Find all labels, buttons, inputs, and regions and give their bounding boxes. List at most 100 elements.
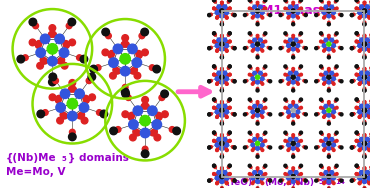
Circle shape (226, 8, 229, 10)
Circle shape (358, 108, 360, 110)
Circle shape (210, 80, 212, 82)
Circle shape (217, 38, 221, 42)
Circle shape (253, 38, 257, 42)
Circle shape (330, 171, 334, 174)
Circle shape (324, 171, 328, 174)
Circle shape (357, 100, 359, 102)
Circle shape (291, 75, 295, 79)
Circle shape (256, 113, 259, 117)
Circle shape (285, 34, 288, 36)
Circle shape (243, 146, 246, 149)
Circle shape (226, 174, 229, 176)
Circle shape (226, 16, 228, 19)
Circle shape (292, 4, 294, 6)
Circle shape (228, 65, 231, 68)
Circle shape (296, 47, 298, 50)
Circle shape (296, 110, 300, 114)
Circle shape (360, 5, 364, 9)
Circle shape (232, 179, 234, 181)
Circle shape (210, 113, 212, 115)
Circle shape (328, 54, 330, 57)
Circle shape (251, 108, 253, 110)
Circle shape (215, 141, 217, 143)
Circle shape (279, 80, 282, 83)
Circle shape (248, 173, 251, 175)
Circle shape (109, 72, 116, 79)
Circle shape (227, 67, 230, 69)
Circle shape (217, 138, 221, 141)
Circle shape (251, 107, 253, 109)
Circle shape (226, 149, 228, 151)
Circle shape (220, 113, 224, 117)
Circle shape (262, 141, 264, 143)
Circle shape (315, 113, 318, 116)
Circle shape (256, 122, 259, 125)
Circle shape (122, 90, 129, 98)
Circle shape (250, 133, 252, 135)
Circle shape (298, 75, 300, 77)
Circle shape (215, 143, 219, 147)
Circle shape (148, 106, 157, 115)
Circle shape (362, 141, 367, 146)
Circle shape (257, 37, 259, 40)
Circle shape (299, 67, 301, 69)
Circle shape (220, 23, 223, 26)
Circle shape (327, 89, 330, 92)
Circle shape (352, 179, 355, 181)
Circle shape (256, 141, 260, 146)
Circle shape (340, 47, 343, 50)
Circle shape (141, 150, 149, 158)
Circle shape (263, 67, 265, 69)
Circle shape (227, 67, 230, 69)
Circle shape (218, 48, 220, 50)
Circle shape (352, 13, 355, 16)
Circle shape (322, 75, 324, 77)
Circle shape (322, 108, 324, 110)
Circle shape (226, 108, 229, 110)
Circle shape (358, 11, 362, 14)
Circle shape (253, 180, 255, 182)
Circle shape (251, 11, 255, 14)
Circle shape (215, 108, 217, 110)
Circle shape (220, 122, 223, 125)
Circle shape (233, 146, 236, 149)
Circle shape (220, 170, 223, 172)
Circle shape (322, 143, 326, 147)
Circle shape (220, 14, 224, 18)
Circle shape (286, 108, 289, 110)
Circle shape (55, 34, 64, 44)
Circle shape (259, 15, 262, 17)
Circle shape (228, 0, 231, 2)
Circle shape (363, 121, 366, 123)
Circle shape (262, 74, 264, 76)
Circle shape (251, 182, 254, 185)
Circle shape (365, 104, 369, 108)
Circle shape (352, 179, 355, 181)
Circle shape (334, 166, 336, 168)
Circle shape (319, 164, 322, 167)
Circle shape (256, 1, 259, 4)
Circle shape (227, 166, 230, 168)
Circle shape (224, 15, 226, 17)
Circle shape (355, 106, 358, 109)
Circle shape (220, 180, 224, 183)
Circle shape (216, 83, 218, 85)
Circle shape (256, 89, 259, 92)
Circle shape (79, 103, 89, 112)
Circle shape (229, 73, 231, 76)
Circle shape (369, 75, 371, 77)
Circle shape (260, 147, 262, 149)
Circle shape (246, 46, 248, 49)
Circle shape (359, 81, 362, 83)
Circle shape (253, 47, 255, 50)
Circle shape (259, 138, 262, 141)
Circle shape (352, 146, 355, 148)
Circle shape (251, 149, 254, 151)
Circle shape (360, 147, 362, 149)
Circle shape (141, 103, 147, 109)
Circle shape (363, 170, 365, 172)
Circle shape (284, 139, 286, 142)
Circle shape (331, 180, 333, 183)
Circle shape (324, 81, 326, 83)
Circle shape (370, 133, 371, 135)
